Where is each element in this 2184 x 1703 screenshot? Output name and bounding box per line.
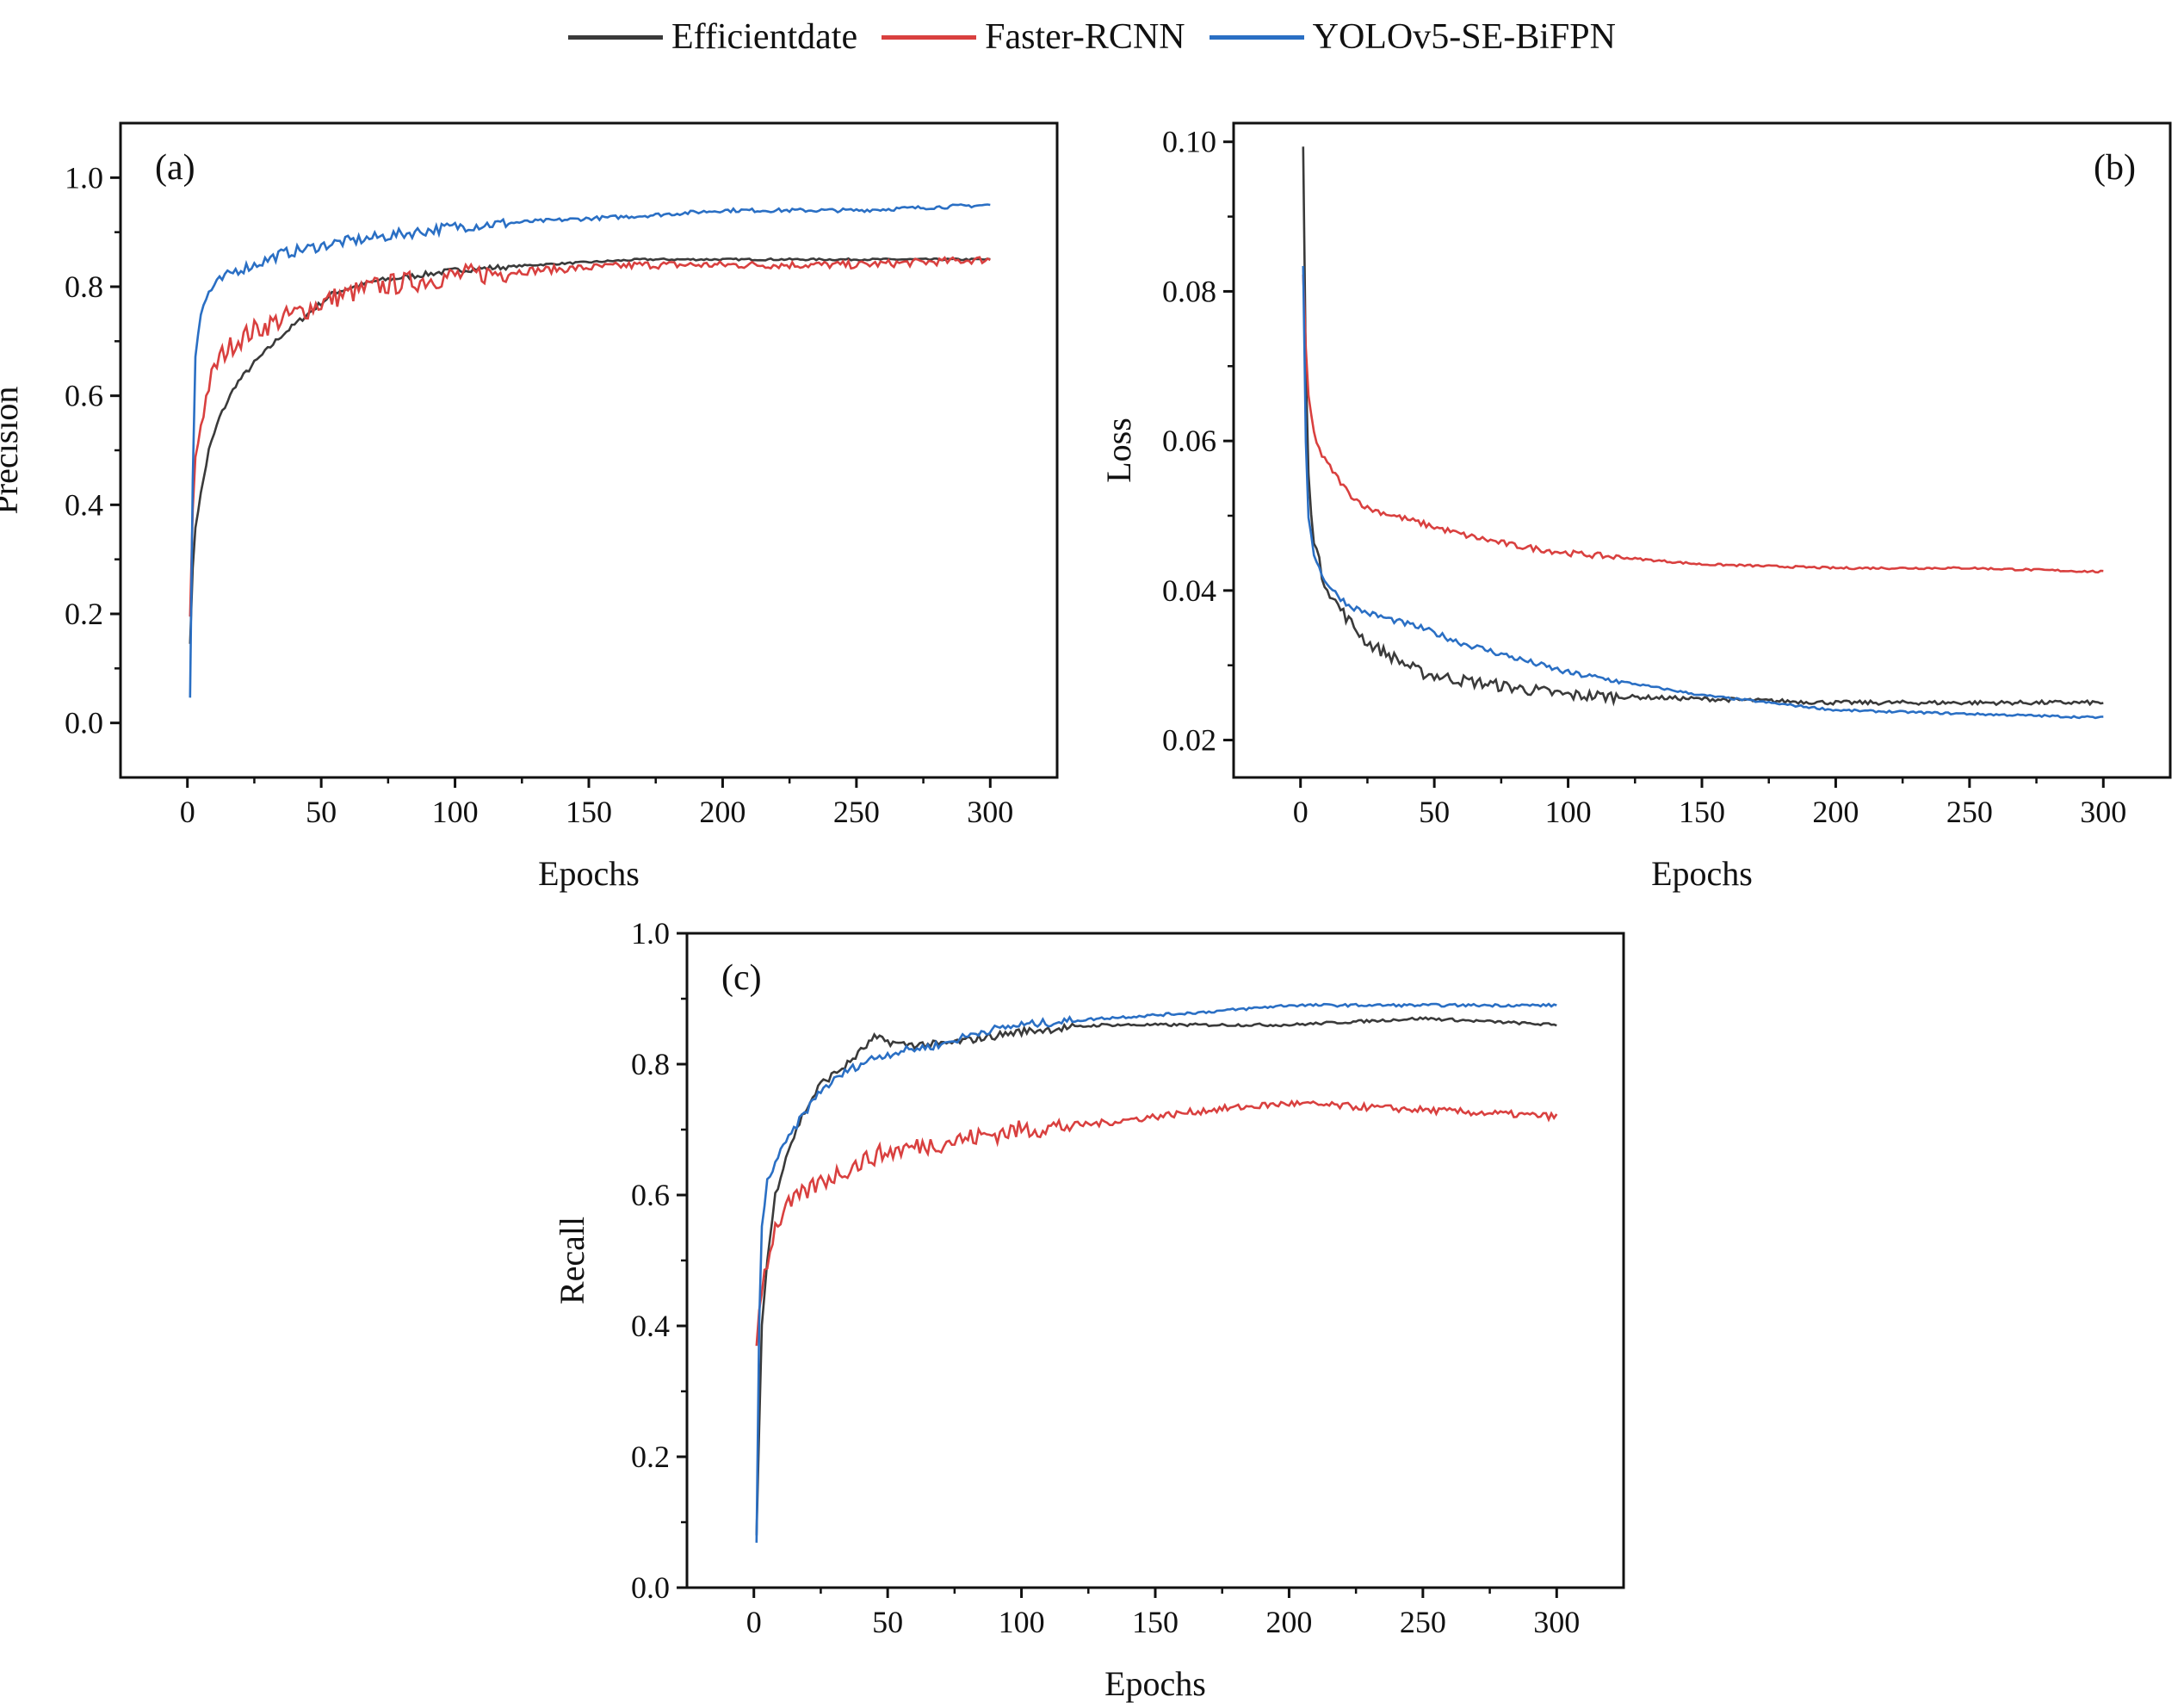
legend-label-efficientdate: Efficientdate: [671, 17, 858, 57]
y-tick-label-a-0: 0.0: [65, 706, 103, 740]
y-tick-label-b-0: 0.02: [1162, 723, 1216, 758]
series-line-b-yolov5-se-bifpn: [1302, 265, 2104, 720]
y-tick-label-c-4: 0.8: [631, 1047, 670, 1081]
legend-label-faster-rcnn: Faster-RCNN: [985, 17, 1185, 57]
x-tick-label-a-3: 150: [566, 795, 612, 829]
x-tick-label-c-1: 50: [872, 1605, 903, 1639]
series-line-c-efficientdate: [755, 1016, 1557, 1536]
x-axis-label-b: Epochs: [1651, 854, 1753, 893]
y-axis-label-a: Precision: [0, 387, 25, 515]
x-axis-label-c: Epochs: [1104, 1664, 1206, 1703]
y-tick-label-a-4: 0.8: [65, 269, 103, 304]
y-tick-label-a-3: 0.6: [65, 379, 103, 413]
x-axis-label-a: Epochs: [538, 854, 640, 893]
x-tick-label-a-2: 100: [432, 795, 479, 829]
y-tick-label-c-2: 0.4: [631, 1309, 670, 1343]
series-line-b-efficientdate: [1302, 146, 2104, 707]
legend-item-yolov5-se-bifpn: YOLOv5-SE-BiFPN: [1209, 16, 1616, 58]
x-tick-label-b-0: 0: [1293, 795, 1309, 829]
y-tick-label-a-5: 1.0: [65, 160, 103, 195]
x-tick-label-a-1: 50: [306, 795, 337, 829]
y-tick-label-b-1: 0.04: [1162, 573, 1216, 608]
panel-label-b: (b): [2094, 148, 2136, 188]
series-line-a-yolov5-se-bifpn: [189, 203, 991, 698]
legend-label-yolov5-se-bifpn: YOLOv5-SE-BiFPN: [1312, 17, 1616, 57]
x-tick-label-b-5: 250: [1946, 795, 1993, 829]
x-tick-label-b-4: 200: [1812, 795, 1859, 829]
x-tick-label-b-1: 50: [1419, 795, 1450, 829]
x-tick-label-a-5: 250: [833, 795, 880, 829]
y-tick-label-c-5: 1.0: [631, 916, 670, 951]
y-tick-label-a-2: 0.4: [65, 487, 103, 522]
legend-swatch-yolov5-se-bifpn: [1209, 34, 1304, 40]
x-tick-label-b-2: 100: [1545, 795, 1592, 829]
x-tick-label-c-2: 100: [999, 1605, 1045, 1639]
plot-frame-c: [685, 932, 1625, 1589]
x-tick-label-a-4: 200: [699, 795, 746, 829]
legend-item-efficientdate: Efficientdate: [568, 16, 857, 58]
series-line-a-faster-rcnn: [189, 256, 991, 617]
series-line-c-yolov5-se-bifpn: [755, 1002, 1557, 1543]
x-tick-label-b-6: 300: [2080, 795, 2126, 829]
y-tick-label-a-1: 0.2: [65, 597, 103, 631]
y-tick-label-b-2: 0.06: [1162, 424, 1216, 458]
x-tick-label-a-6: 300: [967, 795, 1013, 829]
x-tick-label-c-6: 300: [1533, 1605, 1580, 1639]
legend-item-faster-rcnn: Faster-RCNN: [882, 16, 1185, 58]
legend: Efficientdate Faster-RCNN YOLOv5-SE-BiFP…: [0, 7, 2184, 67]
x-tick-label-c-0: 0: [746, 1605, 762, 1639]
panel-label-c: (c): [721, 958, 762, 998]
x-tick-label-a-0: 0: [180, 795, 195, 829]
x-tick-label-b-3: 150: [1679, 795, 1725, 829]
x-tick-label-c-5: 250: [1400, 1605, 1446, 1639]
x-tick-label-c-4: 200: [1265, 1605, 1312, 1639]
y-tick-label-b-3: 0.08: [1162, 274, 1216, 308]
legend-swatch-efficientdate: [568, 34, 663, 40]
series-line-b-faster-rcnn: [1302, 274, 2104, 574]
panel-label-a: (a): [155, 148, 195, 188]
y-axis-label-c: Recall: [553, 1217, 591, 1304]
y-tick-label-b-4: 0.10: [1162, 125, 1216, 159]
y-tick-label-c-1: 0.2: [631, 1440, 670, 1474]
x-tick-label-c-3: 150: [1132, 1605, 1179, 1639]
series-line-c-faster-rcnn: [755, 1099, 1558, 1347]
legend-swatch-faster-rcnn: [882, 34, 977, 40]
y-axis-label-b: Loss: [1099, 418, 1138, 483]
y-tick-label-c-0: 0.0: [631, 1570, 670, 1605]
y-tick-label-c-3: 0.6: [631, 1178, 670, 1212]
